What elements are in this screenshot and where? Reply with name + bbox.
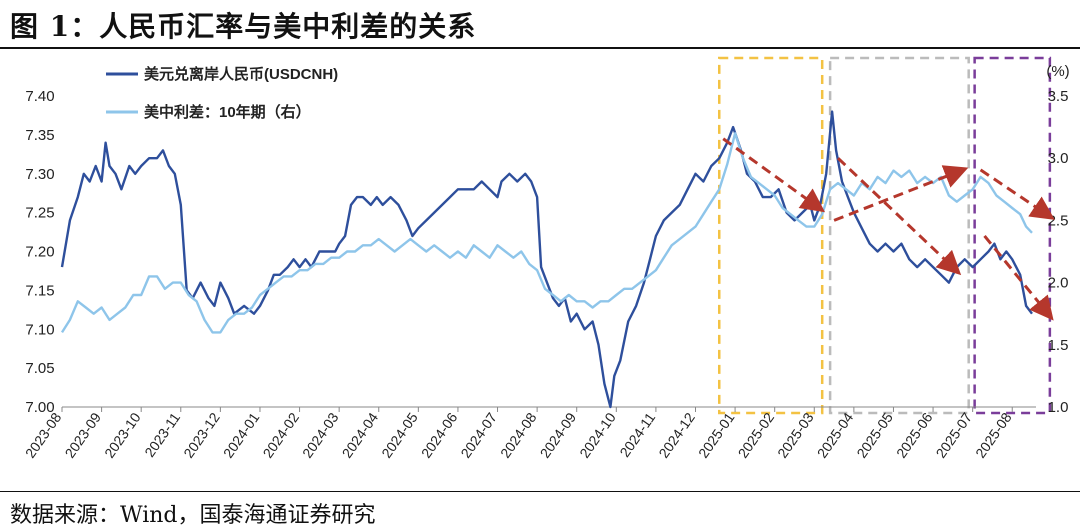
title-rule	[0, 47, 1080, 49]
x-tick-label: 2025-05	[853, 409, 896, 460]
x-tick-label: 2024-02	[259, 409, 302, 460]
series-line-1	[60, 132, 1033, 334]
x-tick-label: 2024-04	[339, 409, 382, 460]
x-tick-label: 2023-08	[22, 409, 65, 460]
right-y-tick-label: 2.0	[1048, 275, 1069, 292]
x-tick-label: 2024-08	[497, 409, 540, 460]
x-tick-label: 2023-09	[61, 409, 104, 460]
x-tick-label: 2024-01	[220, 409, 263, 460]
x-tick-label: 2023-12	[180, 409, 223, 460]
x-tick-label: 2024-10	[576, 409, 619, 460]
left-y-tick-label: 7.05	[25, 360, 54, 377]
x-tick-label: 2025-01	[695, 409, 738, 460]
left-y-tick-label: 7.25	[25, 205, 54, 222]
trend-arrow	[836, 157, 962, 276]
trend-arrow	[979, 168, 1055, 220]
x-tick-label: 2025-02	[735, 409, 778, 460]
x-tick-label: 2025-08	[972, 409, 1015, 460]
highlight-box	[973, 56, 1052, 415]
x-tick-label: 2024-07	[457, 409, 500, 460]
x-tick-label: 2025-04	[814, 409, 857, 460]
x-tick-label: 2024-06	[418, 409, 461, 460]
right-y-tick-label: 1.0	[1048, 399, 1069, 416]
x-tick-label: 2023-10	[101, 409, 144, 460]
left-y-tick-label: 7.40	[25, 88, 54, 105]
right-y-tick-label: 1.5	[1048, 337, 1069, 354]
trend-arrow	[833, 165, 969, 222]
legend-label: 美中利差：10年期（右）	[144, 103, 311, 121]
x-tick-label: 2024-09	[537, 409, 580, 460]
legend-label: 美元兑离岸人民币(USDCNH)	[144, 65, 338, 83]
x-tick-label: 2025-06	[893, 409, 936, 460]
x-tick-label: 2025-07	[933, 409, 976, 460]
trend-arrow	[983, 235, 1054, 321]
series-line-0	[60, 110, 1033, 409]
left-y-tick-label: 7.20	[25, 244, 54, 261]
left-y-tick-label: 7.15	[25, 282, 54, 299]
left-y-tick-label: 7.35	[25, 127, 54, 144]
right-axis-unit: (%)	[1046, 63, 1069, 80]
x-tick-label: 2023-11	[141, 409, 183, 460]
x-tick-label: 2024-03	[299, 409, 342, 460]
source-rule	[0, 491, 1080, 492]
figure-source: 数据来源：Wind，国泰海通证券研究	[10, 503, 376, 528]
x-tick-label: 2025-03	[774, 409, 817, 460]
figure-title: 图 1：人民币汇率与美中利差的关系	[10, 10, 477, 43]
left-y-tick-label: 7.30	[25, 166, 54, 183]
left-y-tick-label: 7.00	[25, 399, 54, 416]
x-tick-label: 2024-05	[378, 409, 421, 460]
line-chart: 2023-082023-092023-102023-112023-122024-…	[22, 56, 1070, 461]
trend-arrow	[722, 137, 826, 213]
right-y-tick-label: 2.5	[1048, 212, 1069, 229]
right-y-tick-label: 3.0	[1048, 150, 1069, 167]
highlight-box	[718, 56, 824, 415]
left-y-tick-label: 7.10	[25, 321, 54, 338]
x-tick-label: 2024-12	[655, 409, 698, 460]
x-tick-label: 2024-11	[616, 409, 658, 460]
highlight-box	[828, 56, 970, 415]
right-y-tick-label: 3.5	[1048, 88, 1069, 105]
